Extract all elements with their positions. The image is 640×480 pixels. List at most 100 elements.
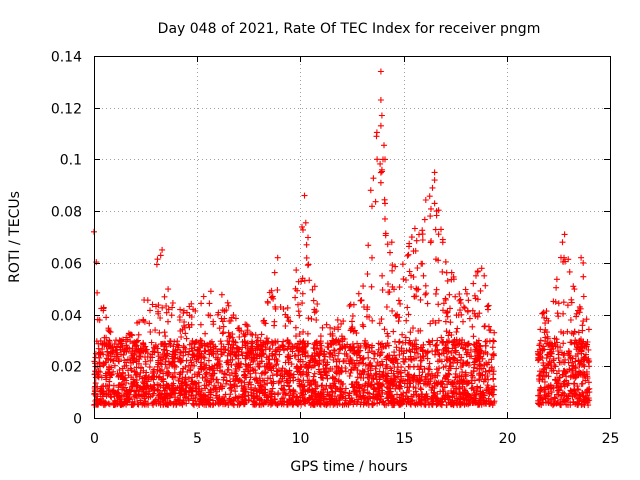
- data-point: [229, 331, 236, 338]
- data-point: [405, 251, 412, 258]
- data-point: [258, 331, 265, 338]
- data-point: [428, 205, 434, 212]
- data-point: [105, 387, 112, 394]
- data-point: [555, 391, 562, 398]
- data-point: [163, 381, 170, 388]
- notable-data-point: [377, 179, 384, 186]
- notable-data-point: [159, 246, 166, 253]
- data-point: [300, 328, 307, 335]
- data-point: [403, 277, 409, 283]
- data-point: [389, 262, 396, 269]
- data-point: [393, 344, 400, 351]
- data-point: [535, 354, 542, 361]
- data-point: [360, 323, 367, 330]
- data-point: [369, 254, 375, 261]
- data-point: [290, 371, 297, 378]
- data-point: [165, 318, 171, 325]
- notable-data-point: [559, 239, 566, 246]
- data-point: [539, 345, 546, 352]
- data-point: [300, 387, 307, 394]
- data-point: [455, 312, 462, 319]
- data-point: [395, 297, 402, 304]
- data-point: [272, 338, 279, 345]
- data-point: [249, 338, 255, 345]
- data-point: [478, 265, 485, 272]
- data-point: [349, 313, 356, 319]
- data-point: [361, 386, 368, 393]
- data-point: [239, 352, 246, 359]
- data-point: [308, 315, 315, 322]
- data-point: [408, 398, 415, 405]
- data-point: [565, 350, 572, 357]
- data-point: [570, 399, 577, 405]
- data-point: [175, 397, 181, 404]
- data-point: [296, 382, 303, 389]
- data-point: [236, 364, 243, 371]
- data-point: [474, 385, 481, 392]
- data-point: [555, 313, 562, 320]
- data-point: [287, 400, 293, 407]
- data-point: [182, 388, 189, 395]
- data-point: [342, 385, 349, 392]
- data-point: [177, 306, 184, 313]
- data-point: [414, 265, 421, 271]
- data-point: [245, 381, 252, 388]
- data-point: [372, 198, 379, 205]
- data-point: [123, 379, 130, 386]
- data-point: [133, 379, 139, 386]
- data-point: [577, 369, 584, 376]
- data-point: [354, 367, 361, 374]
- data-point: [133, 383, 140, 390]
- data-point: [162, 333, 169, 340]
- data-point: [404, 371, 411, 378]
- data-point: [178, 382, 185, 389]
- data-point: [385, 281, 391, 287]
- data-point: [390, 395, 397, 402]
- data-point: [99, 383, 105, 390]
- data-point: [346, 390, 353, 397]
- data-point: [376, 385, 383, 392]
- data-point: [135, 360, 142, 367]
- data-point: [270, 365, 277, 372]
- data-point: [268, 338, 275, 345]
- data-point: [550, 367, 557, 374]
- data-point: [244, 344, 251, 351]
- data-point: [585, 326, 592, 333]
- data-point: [276, 378, 283, 385]
- data-point: [282, 359, 289, 366]
- data-point: [437, 381, 444, 388]
- data-point: [174, 341, 180, 348]
- data-point: [585, 402, 592, 409]
- data-point: [147, 307, 153, 314]
- data-point: [481, 272, 488, 279]
- data-point: [337, 391, 344, 398]
- data-point: [202, 385, 209, 392]
- data-point: [444, 313, 451, 320]
- data-point: [119, 386, 126, 393]
- data-point: [367, 395, 374, 402]
- data-point: [125, 330, 132, 337]
- data-point: [381, 142, 387, 149]
- data-point: [558, 254, 564, 261]
- data-point: [391, 349, 398, 356]
- data-point: [418, 386, 425, 393]
- data-point: [164, 395, 171, 402]
- data-point: [396, 338, 403, 345]
- data-point: [539, 310, 546, 317]
- data-point: [397, 300, 404, 307]
- data-point: [185, 362, 192, 369]
- data-point: [364, 271, 371, 277]
- data-point: [154, 381, 161, 388]
- data-point: [400, 390, 407, 397]
- data-point: [159, 396, 166, 403]
- data-point: [183, 391, 190, 398]
- data-point: [569, 390, 576, 396]
- data-point: [142, 389, 149, 396]
- data-point: [212, 392, 219, 399]
- data-point: [146, 364, 153, 371]
- data-point: [235, 351, 242, 358]
- data-point: [177, 371, 184, 377]
- data-point: [95, 401, 101, 408]
- data-point: [285, 340, 292, 347]
- data-point: [322, 386, 329, 392]
